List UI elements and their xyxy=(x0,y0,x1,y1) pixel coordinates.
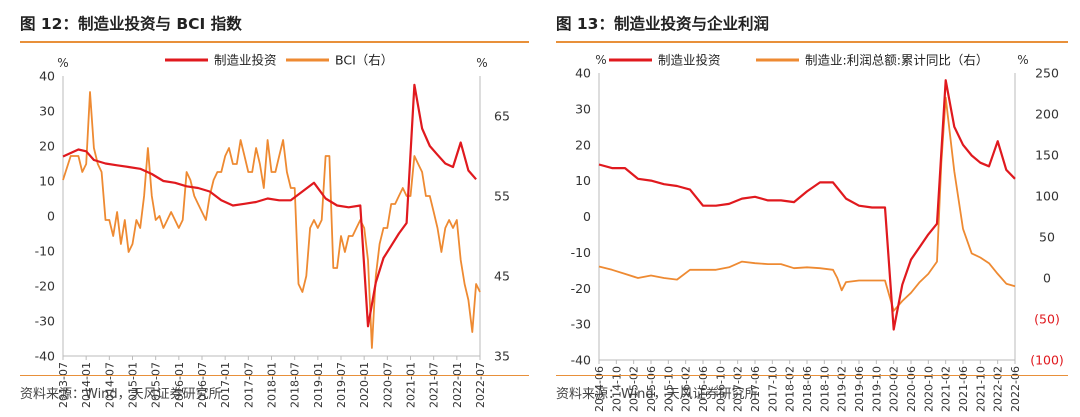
x-tick-label: 2022-01 xyxy=(451,362,464,408)
title-rule xyxy=(20,41,529,43)
x-tick-label: 2022-06 xyxy=(1009,366,1022,412)
right-unit-label: % xyxy=(476,56,487,70)
chart-panel-profit: 图 13：制造业投资与企业利润 %% 40 30 20 10 0 -10 -20 -30 -40 2… xyxy=(556,0,1068,417)
y-right-tick-label: (100) xyxy=(1030,353,1064,368)
x-tick-label: 2016-01 xyxy=(173,362,186,408)
y-left-tick-label: -40 xyxy=(571,353,591,368)
x-tick-label: 2015-07 xyxy=(150,362,163,408)
x-tick-label: 2014-07 xyxy=(103,362,116,408)
y-left-tick-label: -30 xyxy=(35,314,55,329)
y-left-tick-label: 20 xyxy=(575,137,591,152)
y-right-tick-label: 35 xyxy=(494,349,510,364)
x-tick-label: 2022-02 xyxy=(992,366,1005,412)
x-tick-label: 2015-01 xyxy=(127,362,140,408)
y-left-tick-label: 40 xyxy=(39,69,55,84)
y-left-tick-label: 30 xyxy=(39,104,55,119)
y-right-tick-label: 100 xyxy=(1035,189,1059,204)
x-tick-label: 2020-01 xyxy=(358,362,371,408)
x-tick-label: 2017-07 xyxy=(242,362,255,408)
x-tick-label: 2017-02 xyxy=(732,366,745,412)
y-right-tick-label: 150 xyxy=(1035,148,1059,163)
x-tick-label: 2018-06 xyxy=(801,366,814,412)
profit-chart: % %403020100-10-20-30-40250200150100500(5… xyxy=(571,53,1064,412)
x-tick-label: 2021-06 xyxy=(957,366,970,412)
y-left-tick-label: -10 xyxy=(571,245,591,260)
chart-title: 图 13：制造业投资与企业利润 xyxy=(556,15,769,33)
x-tick-label: 2017-10 xyxy=(766,366,779,412)
left-unit-label: % xyxy=(57,56,68,70)
x-tick-label: 2021-10 xyxy=(974,366,987,412)
y-right-tick-label: 55 xyxy=(494,189,510,204)
x-tick-label: 2018-02 xyxy=(784,366,797,412)
x-tick-label: 2014-10 xyxy=(610,366,623,412)
y-right-tick-label: 250 xyxy=(1035,66,1059,81)
x-tick-label: 2021-07 xyxy=(428,362,441,408)
y-right-tick-label: 200 xyxy=(1035,107,1059,122)
series-line-orange xyxy=(598,96,1016,312)
x-tick-label: 2019-10 xyxy=(870,366,883,412)
legend-label: BCI（右） xyxy=(335,53,393,68)
x-tick-label: 2017-06 xyxy=(749,366,762,412)
bottom-rule xyxy=(556,375,1068,376)
source-note: 资料来源：Wind，天风证券研究所 xyxy=(556,387,758,402)
x-tick-label: 2014-01 xyxy=(80,362,93,408)
x-tick-label: 2019-02 xyxy=(836,366,849,412)
series-line-red xyxy=(598,79,1016,331)
y-right-tick-label: (50) xyxy=(1034,312,1060,327)
y-left-tick-label: 20 xyxy=(39,139,55,154)
x-tick-label: 2016-06 xyxy=(697,366,710,412)
title-rule xyxy=(556,41,1068,43)
y-left-tick-label: -30 xyxy=(571,317,591,332)
legend-label: 制造业:利润总额:累计同比（右） xyxy=(805,53,988,68)
x-tick-label: 2020-06 xyxy=(905,366,918,412)
x-tick-label: 2015-06 xyxy=(645,366,658,412)
y-right-tick-label: 45 xyxy=(494,269,510,284)
series-line-orange xyxy=(62,91,481,349)
y-left-tick-label: 10 xyxy=(39,174,55,189)
x-tick-label: 2013-07 xyxy=(57,362,70,408)
y-left-tick-label: 30 xyxy=(575,101,591,116)
y-left-tick-label: -20 xyxy=(35,279,55,294)
x-tick-label: 2021-01 xyxy=(405,362,418,408)
x-tick-label: 2016-10 xyxy=(714,366,727,412)
x-tick-label: 2020-07 xyxy=(381,362,394,408)
y-right-tick-label: 50 xyxy=(1039,230,1055,245)
legend-label: 制造业投资 xyxy=(658,53,721,68)
chart-title: 图 12：制造业投资与 BCI 指数 xyxy=(20,15,242,33)
y-right-tick-label: 65 xyxy=(494,109,510,124)
x-tick-label: 2020-10 xyxy=(922,366,935,412)
x-tick-label: 2021-02 xyxy=(940,366,953,412)
x-tick-label: 2020-02 xyxy=(888,366,901,412)
y-left-tick-label: 10 xyxy=(575,173,591,188)
x-tick-label: 2022-07 xyxy=(474,362,487,408)
left-unit-label: % xyxy=(595,53,606,67)
y-left-tick-label: 0 xyxy=(583,209,591,224)
y-right-tick-label: 0 xyxy=(1043,271,1051,286)
x-tick-label: 2019-07 xyxy=(335,362,348,408)
x-tick-label: 2015-10 xyxy=(662,366,675,412)
x-tick-label: 2015-02 xyxy=(628,366,641,412)
series-line-red xyxy=(62,83,477,328)
y-left-tick-label: -40 xyxy=(35,349,55,364)
x-tick-label: 2018-01 xyxy=(266,362,279,408)
y-left-tick-label: 40 xyxy=(575,66,591,81)
bottom-rule xyxy=(20,375,529,376)
y-left-tick-label: -10 xyxy=(35,244,55,259)
x-tick-label: 2018-10 xyxy=(818,366,831,412)
chart-panel-bci: 图 12：制造业投资与 BCI 指数 %% 40 30 20 10 0 -10 -20 -30-… xyxy=(20,0,529,417)
right-unit-label: % xyxy=(1017,53,1028,67)
x-tick-label: 2019-01 xyxy=(312,362,325,408)
y-left-tick-label: -20 xyxy=(571,281,591,296)
source-note: 资料来源：Wind，天风证券研究所 xyxy=(20,387,222,402)
x-tick-label: 2016-07 xyxy=(196,362,209,408)
x-tick-label: 2018-07 xyxy=(289,362,302,408)
x-tick-label: 2016-02 xyxy=(680,366,693,412)
x-tick-label: 2019-06 xyxy=(853,366,866,412)
y-left-tick-label: 0 xyxy=(47,209,55,224)
x-tick-label: 2017-01 xyxy=(219,362,232,408)
x-tick-label: 2014-06 xyxy=(593,366,606,412)
legend-label: 制造业投资 xyxy=(214,53,277,68)
